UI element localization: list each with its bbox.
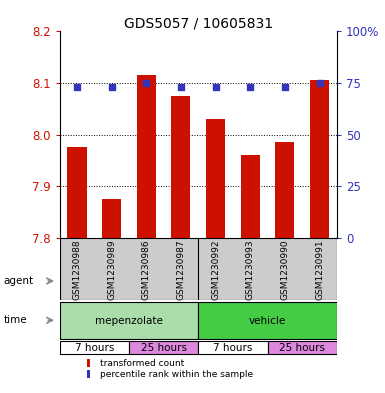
Bar — [310, 81, 329, 238]
Bar — [87, 370, 90, 378]
Title: GDS5057 / 10605831: GDS5057 / 10605831 — [124, 16, 273, 30]
Bar — [268, 342, 337, 354]
Bar — [198, 303, 337, 339]
Bar — [67, 147, 87, 238]
Text: 7 hours: 7 hours — [213, 343, 253, 353]
Bar — [275, 142, 295, 238]
Text: vehicle: vehicle — [249, 316, 286, 326]
Text: GSM1230986: GSM1230986 — [142, 240, 151, 300]
Text: transformed count: transformed count — [99, 358, 184, 367]
Text: 25 hours: 25 hours — [141, 343, 187, 353]
Bar — [60, 342, 129, 354]
Text: time: time — [4, 315, 27, 325]
Text: GSM1230987: GSM1230987 — [176, 240, 186, 300]
Text: percentile rank within the sample: percentile rank within the sample — [99, 369, 253, 378]
Bar — [206, 119, 225, 238]
Text: agent: agent — [4, 276, 34, 286]
Text: GSM1230993: GSM1230993 — [246, 240, 255, 300]
Bar — [87, 359, 90, 367]
Text: 7 hours: 7 hours — [75, 343, 114, 353]
Bar — [241, 155, 260, 238]
Text: GSM1230990: GSM1230990 — [280, 240, 290, 300]
Bar — [198, 342, 268, 354]
Text: GSM1230992: GSM1230992 — [211, 240, 220, 300]
Text: GSM1230988: GSM1230988 — [72, 240, 82, 300]
Text: GSM1230991: GSM1230991 — [315, 240, 324, 300]
Text: 25 hours: 25 hours — [279, 343, 325, 353]
Bar — [171, 96, 191, 238]
Bar — [102, 199, 121, 238]
Bar — [129, 342, 198, 354]
Bar — [60, 303, 198, 339]
Bar — [137, 75, 156, 238]
Text: GSM1230989: GSM1230989 — [107, 240, 116, 300]
Text: mepenzolate: mepenzolate — [95, 316, 163, 326]
